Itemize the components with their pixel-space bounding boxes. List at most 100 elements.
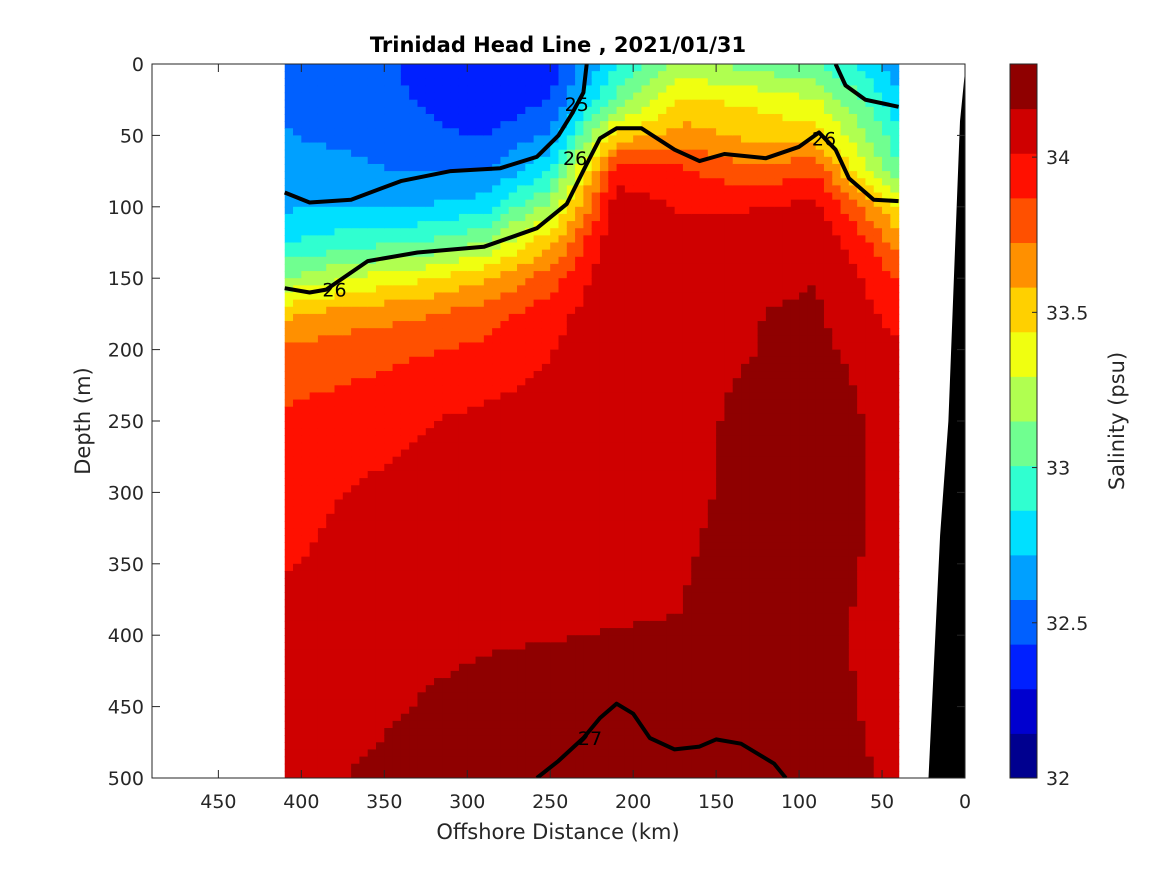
salinity-cell — [508, 342, 518, 351]
salinity-cell — [674, 649, 684, 658]
salinity-cell — [417, 513, 427, 522]
salinity-cell — [500, 192, 510, 201]
salinity-cell — [467, 628, 477, 636]
salinity-cell — [417, 528, 427, 536]
salinity-cell — [599, 499, 609, 508]
salinity-cell — [351, 692, 360, 701]
salinity-cell — [691, 128, 701, 136]
salinity-cell — [666, 85, 676, 94]
salinity-cell — [517, 470, 526, 479]
salinity-cell — [533, 192, 543, 201]
salinity-cell — [450, 742, 460, 751]
salinity-cell — [458, 335, 468, 344]
salinity-cell — [608, 335, 618, 344]
salinity-cell — [342, 642, 352, 651]
salinity-cell — [558, 321, 568, 329]
salinity-cell — [342, 449, 352, 458]
salinity-cell — [317, 299, 327, 308]
salinity-cell — [475, 470, 485, 479]
salinity-cell — [458, 649, 468, 658]
salinity-cell — [508, 485, 518, 493]
salinity-cell — [583, 228, 593, 236]
salinity-cell — [334, 678, 344, 686]
salinity-cell — [317, 599, 327, 608]
salinity-cell — [400, 542, 410, 551]
salinity-cell — [375, 306, 385, 315]
salinity-cell — [442, 356, 452, 365]
salinity-cell — [293, 570, 302, 579]
salinity-cell — [633, 71, 643, 79]
salinity-cell — [458, 178, 468, 186]
salinity-cell — [467, 663, 477, 672]
salinity-cell — [583, 178, 593, 186]
salinity-cell — [583, 742, 593, 751]
salinity-cell — [674, 392, 684, 401]
salinity-cell — [450, 720, 460, 729]
salinity-cell — [500, 171, 510, 179]
salinity-cell — [375, 149, 385, 158]
salinity-cell — [525, 171, 535, 179]
salinity-cell — [342, 585, 352, 593]
salinity-cell — [525, 449, 535, 458]
salinity-cell — [550, 742, 560, 751]
salinity-cell — [666, 499, 676, 508]
salinity-cell — [517, 663, 526, 672]
salinity-cell — [508, 613, 518, 622]
salinity-cell — [682, 128, 692, 136]
salinity-cell — [400, 406, 410, 415]
salinity-cell — [434, 592, 443, 601]
salinity-cell — [400, 106, 410, 115]
salinity-cell — [326, 399, 336, 408]
salinity-cell — [293, 135, 302, 144]
salinity-cell — [483, 349, 493, 358]
salinity-cell — [309, 313, 319, 322]
salinity-cell — [533, 513, 543, 522]
salinity-cell — [375, 242, 385, 251]
salinity-cell — [425, 199, 435, 208]
salinity-cell — [334, 349, 344, 358]
salinity-cell — [342, 285, 352, 294]
salinity-cell — [326, 342, 336, 351]
salinity-cell — [425, 699, 435, 708]
salinity-cell — [442, 142, 452, 151]
salinity-cell — [409, 692, 419, 701]
salinity-cell — [467, 342, 477, 351]
salinity-cell — [284, 499, 294, 508]
salinity-cell — [691, 478, 701, 486]
salinity-cell — [575, 713, 584, 722]
salinity-cell — [583, 199, 593, 208]
salinity-cell — [558, 99, 568, 108]
salinity-cell — [566, 263, 576, 272]
salinity-cell — [384, 706, 394, 715]
salinity-cell — [375, 406, 385, 415]
salinity-cell — [334, 392, 344, 401]
salinity-cell — [409, 421, 419, 429]
salinity-cell — [533, 592, 543, 601]
salinity-cell — [359, 149, 369, 158]
salinity-cell — [458, 313, 468, 322]
salinity-cell — [450, 613, 460, 622]
salinity-cell — [326, 435, 336, 444]
salinity-cell — [550, 235, 560, 244]
salinity-cell — [541, 206, 551, 215]
salinity-cell — [517, 163, 526, 172]
salinity-cell — [508, 206, 518, 215]
salinity-cell — [492, 549, 502, 558]
salinity-cell — [682, 556, 692, 565]
salinity-cell — [508, 478, 518, 486]
salinity-cell — [326, 271, 336, 279]
salinity-cell — [691, 271, 701, 279]
salinity-cell — [591, 542, 601, 551]
salinity-cell — [658, 99, 667, 108]
salinity-cell — [633, 435, 643, 444]
salinity-cell — [317, 542, 327, 551]
salinity-cell — [351, 606, 360, 615]
salinity-cell — [367, 713, 377, 722]
salinity-cell — [392, 456, 402, 465]
salinity-cell — [384, 513, 394, 522]
salinity-cell — [458, 570, 468, 579]
salinity-cell — [359, 213, 369, 222]
salinity-cell — [691, 135, 701, 144]
salinity-cell — [591, 78, 601, 87]
salinity-cell — [450, 313, 460, 322]
